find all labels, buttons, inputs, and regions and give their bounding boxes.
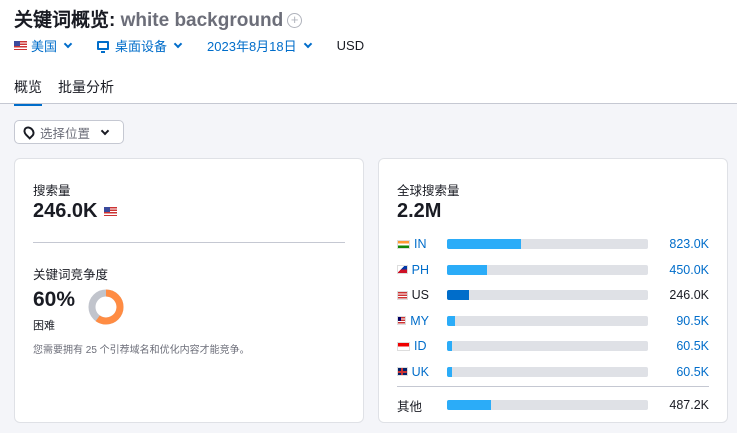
country-row: IN 823.0K <box>397 235 709 253</box>
country-row: ID 60.5K <box>397 337 709 355</box>
divider <box>397 386 709 387</box>
difficulty-donut <box>88 289 124 325</box>
plus-circle-icon[interactable]: + <box>287 13 303 28</box>
global-label: 全球搜索量 <box>397 184 460 198</box>
difficulty-note: 您需要拥有 25 个引荐域名和优化内容才能竞争。 <box>33 345 250 356</box>
country-dropdown[interactable]: 美国 <box>14 36 75 55</box>
volume-value: 246.0K <box>33 200 98 222</box>
header: 关键词概览: white background + 美国 桌面设备 2023年8月… <box>0 0 737 106</box>
bar-fill <box>447 264 488 275</box>
bar-fill <box>447 366 453 377</box>
chevron-down-icon <box>100 126 110 135</box>
country-row: MY 90.5K <box>397 312 709 330</box>
date-dropdown[interactable]: 2023年8月18日 <box>207 36 315 55</box>
flag-icon <box>397 265 408 274</box>
currency: USD <box>336 38 365 53</box>
page-title: 关键词概览: white background + <box>14 5 303 32</box>
bar-track <box>447 239 648 249</box>
country-link[interactable]: PH <box>397 263 429 277</box>
bar-track <box>447 264 648 275</box>
country-row: UK 60.5K <box>397 363 709 381</box>
volume-label: 搜索量 <box>33 184 71 198</box>
donut-fill <box>88 289 124 325</box>
flag-icon <box>397 367 408 376</box>
divider <box>33 242 345 243</box>
country-row-other: 其他 487.2K <box>397 398 709 414</box>
us-flag-icon <box>103 207 117 216</box>
bar-fill <box>447 341 453 351</box>
country-link: US <box>397 288 429 302</box>
flag-icon <box>397 290 408 300</box>
device-dropdown[interactable]: 桌面设备 <box>97 36 185 55</box>
location-select[interactable]: 选择位置 <box>14 120 124 144</box>
difficulty-label: 关键词竞争度 <box>33 268 109 282</box>
bar-track <box>447 341 648 351</box>
country-link[interactable]: UK <box>397 365 429 379</box>
country-row: PH 450.0K <box>397 261 709 279</box>
global-volume-card: 全球搜索量 2.2M IN 823.0K PH 450.0K US 246.0K MY… <box>378 158 728 423</box>
us-flag-icon <box>14 41 27 50</box>
volume-card: 搜索量 246.0K 关键词竞争度 60% 困难 您需要拥有 25 个引荐域名和… <box>14 158 364 423</box>
bar-fill <box>447 239 522 249</box>
country-link[interactable]: ID <box>397 339 429 353</box>
bar-track <box>447 290 648 300</box>
keyword: white background <box>120 10 284 31</box>
bar-fill <box>447 400 492 410</box>
chevron-down-icon <box>303 39 312 49</box>
map-pin-icon <box>21 124 37 140</box>
chevron-down-icon <box>173 39 183 49</box>
flag-icon <box>397 239 410 249</box>
bar-track <box>447 400 648 410</box>
bar-fill <box>447 290 470 300</box>
flag-icon <box>397 341 410 351</box>
bar-track <box>447 366 648 377</box>
chevron-down-icon <box>63 39 73 49</box>
difficulty-level: 困难 <box>33 320 55 332</box>
country-link[interactable]: IN <box>397 237 429 251</box>
tab-overview[interactable]: 概览 <box>14 77 42 106</box>
bar-fill <box>447 315 456 326</box>
country-row: US 246.0K <box>397 286 709 304</box>
global-value: 2.2M <box>397 200 442 222</box>
tab-bulk-analysis[interactable]: 批量分析 <box>58 79 114 95</box>
country-link[interactable]: MY <box>397 314 429 328</box>
bar-track <box>447 315 648 326</box>
monitor-icon <box>97 41 110 53</box>
flag-icon <box>397 316 407 325</box>
difficulty-value: 60% <box>33 288 76 311</box>
